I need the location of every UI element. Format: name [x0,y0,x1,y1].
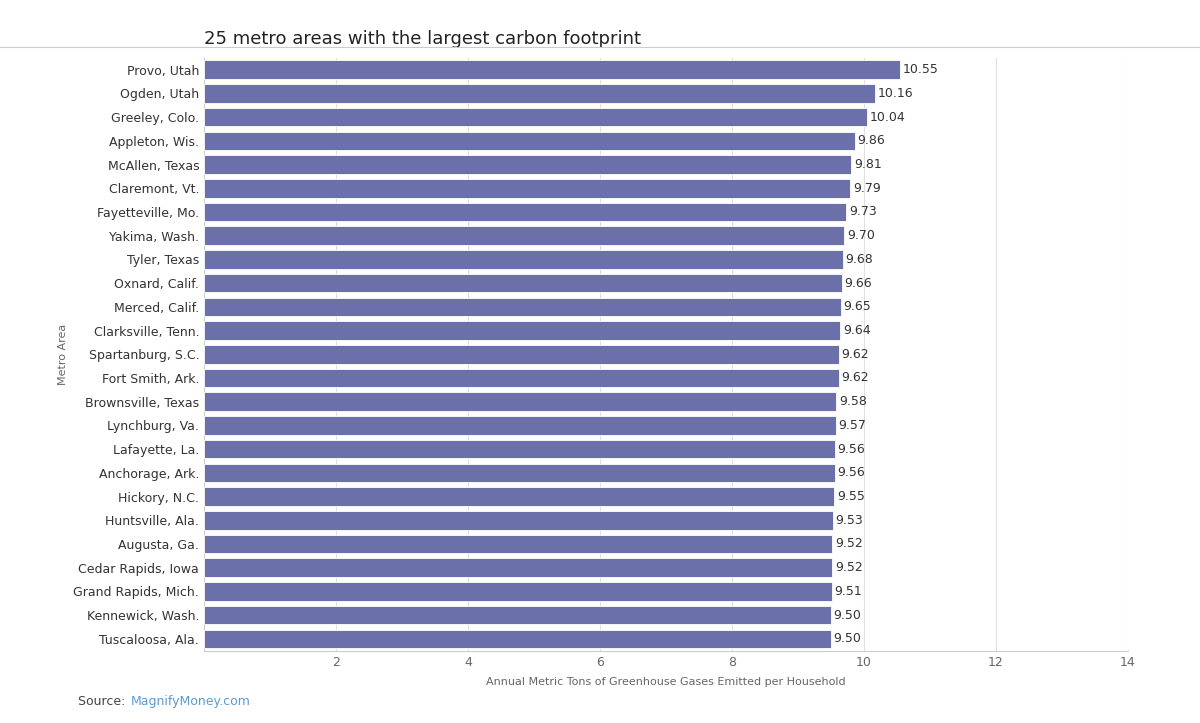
Text: 9.79: 9.79 [853,181,881,194]
Text: 9.50: 9.50 [834,609,862,622]
Text: 9.50: 9.50 [834,633,862,646]
Bar [204,487,834,506]
Bar [204,226,845,245]
Bar [204,345,839,364]
Text: 9.55: 9.55 [836,490,865,503]
Bar [204,321,840,340]
Bar [204,416,835,435]
Bar [204,535,833,553]
Text: 10.04: 10.04 [869,111,905,124]
Text: 9.64: 9.64 [842,324,870,337]
Text: 9.73: 9.73 [848,205,876,218]
Text: 10.16: 10.16 [877,87,913,100]
Bar [204,298,841,316]
Text: 9.52: 9.52 [835,561,863,574]
Bar [204,250,842,269]
Text: 9.86: 9.86 [857,134,886,147]
Bar [204,84,875,103]
Text: 9.62: 9.62 [841,372,869,385]
Text: 9.66: 9.66 [845,277,872,290]
Bar [204,511,833,529]
Text: 9.53: 9.53 [835,514,863,527]
Text: 9.58: 9.58 [839,395,866,408]
Text: 9.56: 9.56 [838,466,865,479]
Text: MagnifyMoney.com: MagnifyMoney.com [131,695,251,708]
Bar [204,630,830,648]
Text: 9.81: 9.81 [854,158,882,171]
Text: 9.51: 9.51 [834,585,862,598]
Text: 9.70: 9.70 [847,229,875,242]
Text: 10.55: 10.55 [902,63,938,76]
Bar [204,61,900,79]
Text: Source:: Source: [78,695,130,708]
Bar [204,606,830,625]
Text: 9.65: 9.65 [844,300,871,313]
Bar [204,108,866,127]
Bar [204,582,832,601]
Text: 9.57: 9.57 [839,419,866,432]
Bar [204,202,846,221]
Bar [204,132,854,150]
Text: 9.52: 9.52 [835,537,863,550]
Text: 9.68: 9.68 [846,253,874,266]
Bar [204,274,841,292]
Bar [204,369,839,388]
Bar [204,393,836,411]
Text: 25 metro areas with the largest carbon footprint: 25 metro areas with the largest carbon f… [204,30,641,48]
Text: 9.62: 9.62 [841,348,869,361]
Y-axis label: Metro Area: Metro Area [58,324,68,385]
Bar [204,179,850,197]
Bar [204,558,833,577]
X-axis label: Annual Metric Tons of Greenhouse Gases Emitted per Household: Annual Metric Tons of Greenhouse Gases E… [486,677,846,687]
Bar [204,463,835,482]
Bar [204,440,835,458]
Text: 9.56: 9.56 [838,442,865,455]
Bar [204,155,852,174]
